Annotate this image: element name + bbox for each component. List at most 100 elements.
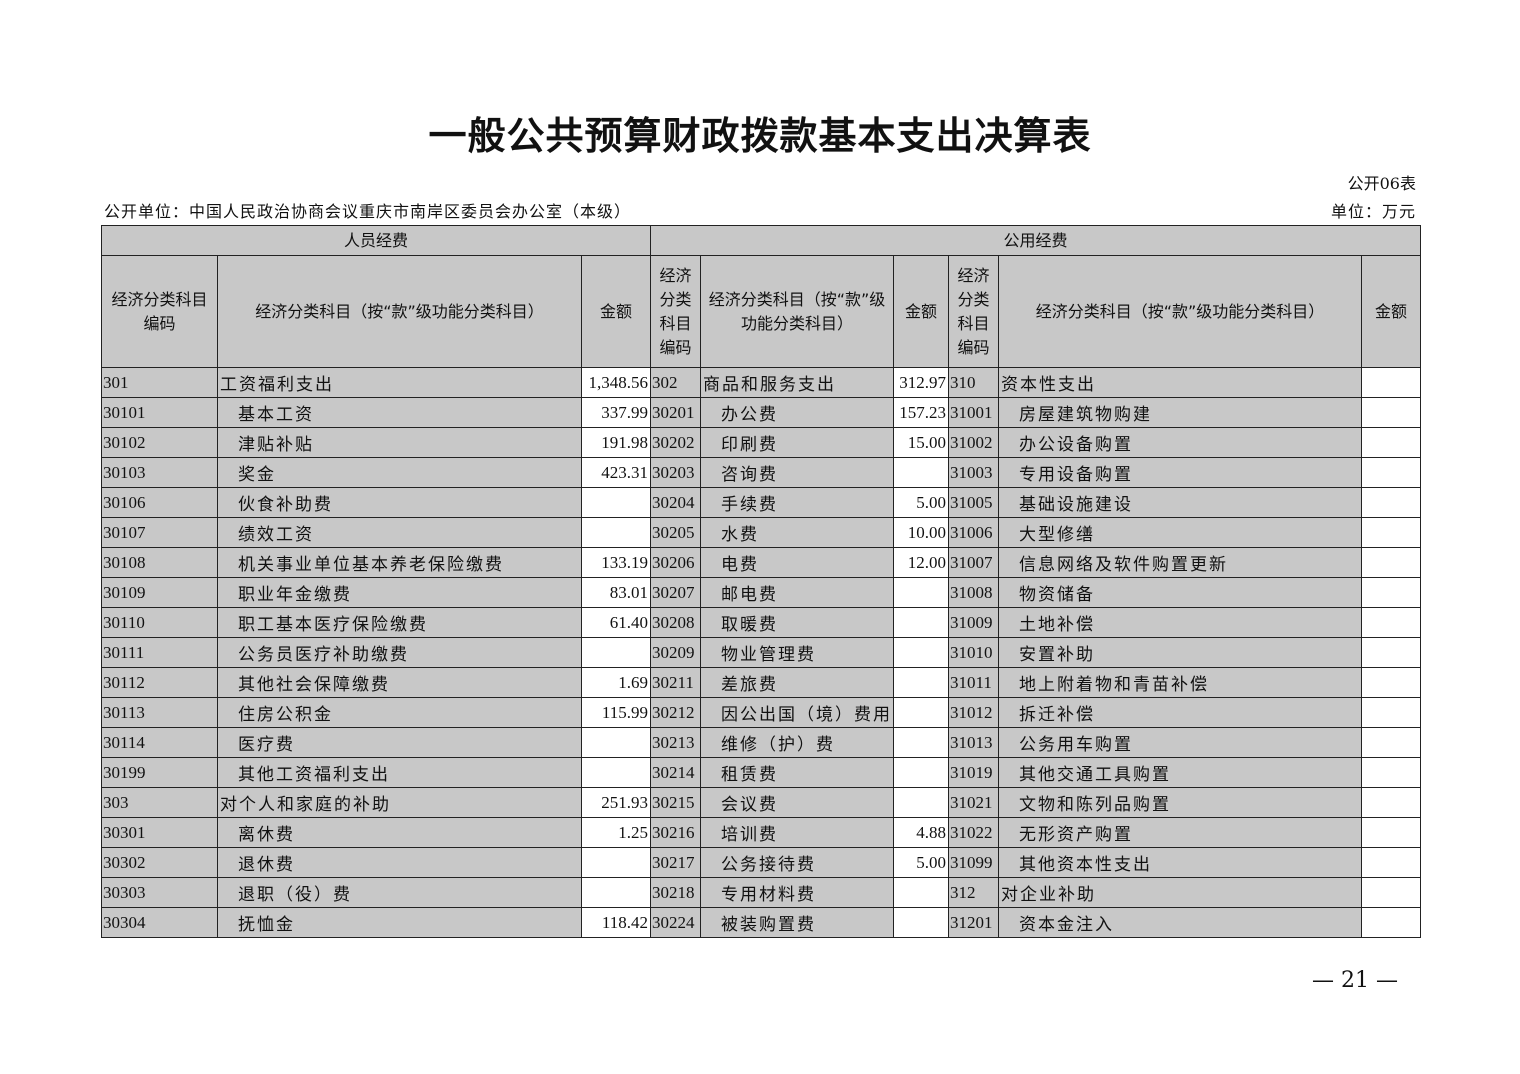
amount-cell <box>1361 427 1422 458</box>
name-cell: 租赁费 <box>700 757 895 788</box>
amount-cell <box>1361 607 1422 638</box>
amount-cell <box>580 517 652 548</box>
name-cell: 水费 <box>700 517 895 548</box>
code-cell: 30206 <box>650 547 702 578</box>
name-cell: 手续费 <box>700 487 895 518</box>
reporting-unit: 公开单位：中国人民政治协商会议重庆市南岸区委员会办公室（本级） <box>104 202 632 221</box>
name-cell: 文物和陈列品购置 <box>998 787 1363 818</box>
name-cell: 地上附着物和青苗补偿 <box>998 667 1363 698</box>
code-cell: 30213 <box>650 727 702 758</box>
code-cell: 31010 <box>948 637 1000 668</box>
amount-cell: 118.42 <box>580 907 652 938</box>
name-cell: 绩效工资 <box>217 517 582 548</box>
amount-cell: 83.01 <box>580 577 652 608</box>
name-cell: 物资储备 <box>998 577 1363 608</box>
code-cell: 303 <box>101 787 218 818</box>
amount-cell <box>580 637 652 668</box>
header-name: 经济分类科目（按“款”级功能分类科目） <box>998 255 1363 368</box>
header-amount: 金额 <box>1361 255 1422 368</box>
header-amount: 金额 <box>580 255 652 368</box>
name-cell: 维修（护）费 <box>700 727 895 758</box>
name-cell: 机关事业单位基本养老保险缴费 <box>217 547 582 578</box>
table-row: 30106 伙食补助费 30204 手续费 5.00 31005 基础设施建设 <box>101 487 1422 518</box>
amount-cell: 15.00 <box>893 427 950 458</box>
code-cell: 31006 <box>948 517 1000 548</box>
code-cell: 31011 <box>948 667 1000 698</box>
name-cell: 土地补偿 <box>998 607 1363 638</box>
amount-cell <box>893 667 950 698</box>
amount-cell <box>1361 637 1422 668</box>
table-row: 30110 职工基本医疗保险缴费 61.40 30208 取暖费 31009 土地补偿 <box>101 607 1422 638</box>
name-cell: 公务用车购置 <box>998 727 1363 758</box>
amount-cell <box>1361 697 1422 728</box>
name-cell: 公务员医疗补助缴费 <box>217 637 582 668</box>
amount-cell: 10.00 <box>893 517 950 548</box>
name-cell: 办公费 <box>700 397 895 428</box>
name-cell: 咨询费 <box>700 457 895 488</box>
amount-cell: 251.93 <box>580 787 652 818</box>
name-cell: 工资福利支出 <box>217 367 582 398</box>
code-cell: 30199 <box>101 757 218 788</box>
name-cell: 信息网络及软件购置更新 <box>998 547 1363 578</box>
amount-cell: 1,348.56 <box>580 367 652 398</box>
name-cell: 物业管理费 <box>700 637 895 668</box>
header-code: 经济分类科目编码 <box>101 255 218 368</box>
code-cell: 31019 <box>948 757 1000 788</box>
name-cell: 公务接待费 <box>700 847 895 878</box>
name-cell: 其他社会保障缴费 <box>217 667 582 698</box>
code-cell: 30202 <box>650 427 702 458</box>
name-cell: 其他交通工具购置 <box>998 757 1363 788</box>
name-cell: 房屋建筑物购建 <box>998 397 1363 428</box>
name-cell: 办公设备购置 <box>998 427 1363 458</box>
name-cell: 退休费 <box>217 847 582 878</box>
code-cell: 30304 <box>101 907 218 938</box>
name-cell: 医疗费 <box>217 727 582 758</box>
amount-cell <box>1361 727 1422 758</box>
code-cell: 31013 <box>948 727 1000 758</box>
code-cell: 301 <box>101 367 218 398</box>
code-cell: 31007 <box>948 547 1000 578</box>
header-amount: 金额 <box>893 255 950 368</box>
code-cell: 30109 <box>101 577 218 608</box>
amount-cell <box>893 727 950 758</box>
amount-cell <box>1361 817 1422 848</box>
table-row: 30112 其他社会保障缴费 1.69 30211 差旅费 31011 地上附着物和青苗补偿 <box>101 667 1422 698</box>
table-row: 301 工资福利支出 1,348.56 302 商品和服务支出 312.97 310 资本性支… <box>101 367 1422 398</box>
code-cell: 30209 <box>650 637 702 668</box>
name-cell: 对个人和家庭的补助 <box>217 787 582 818</box>
amount-cell <box>893 577 950 608</box>
table-row: 30302 退休费 30217 公务接待费 5.00 31099 其他资本性支出 <box>101 847 1422 878</box>
amount-cell <box>1361 457 1422 488</box>
table-row: 30103 奖金 423.31 30203 咨询费 31003 专用设备购置 <box>101 457 1422 488</box>
code-cell: 31022 <box>948 817 1000 848</box>
name-cell: 职工基本医疗保险缴费 <box>217 607 582 638</box>
code-cell: 30114 <box>101 727 218 758</box>
code-cell: 31201 <box>948 907 1000 938</box>
name-cell: 邮电费 <box>700 577 895 608</box>
expenditure-table: 人员经费 公用经费 经济分类科目编码 经济分类科目（按“款”级功能分类科目） 金… <box>100 225 1422 938</box>
amount-cell: 5.00 <box>893 847 950 878</box>
code-cell: 30203 <box>650 457 702 488</box>
code-cell: 30224 <box>650 907 702 938</box>
code-cell: 30301 <box>101 817 218 848</box>
code-cell: 30303 <box>101 877 218 908</box>
amount-cell: 191.98 <box>580 427 652 458</box>
name-cell: 基本工资 <box>217 397 582 428</box>
header-code: 经济分类科目编码 <box>650 255 702 368</box>
code-cell: 30103 <box>101 457 218 488</box>
name-cell: 专用材料费 <box>700 877 895 908</box>
name-cell: 抚恤金 <box>217 907 582 938</box>
code-cell: 30207 <box>650 577 702 608</box>
header-name: 经济分类科目（按“款”级功能分类科目） <box>217 255 582 368</box>
code-cell: 30215 <box>650 787 702 818</box>
name-cell: 安置补助 <box>998 637 1363 668</box>
name-cell: 其他资本性支出 <box>998 847 1363 878</box>
table-row: 30303 退职（役）费 30218 专用材料费 312 对企业补助 <box>101 877 1422 908</box>
amount-cell: 4.88 <box>893 817 950 848</box>
amount-cell <box>580 847 652 878</box>
name-cell: 资本金注入 <box>998 907 1363 938</box>
table-row: 30114 医疗费 30213 维修（护）费 31013 公务用车购置 <box>101 727 1422 758</box>
amount-cell <box>893 607 950 638</box>
name-cell: 伙食补助费 <box>217 487 582 518</box>
table-row: 30113 住房公积金 115.99 30212 因公出国（境）费用 31012 拆迁补偿 <box>101 697 1422 728</box>
